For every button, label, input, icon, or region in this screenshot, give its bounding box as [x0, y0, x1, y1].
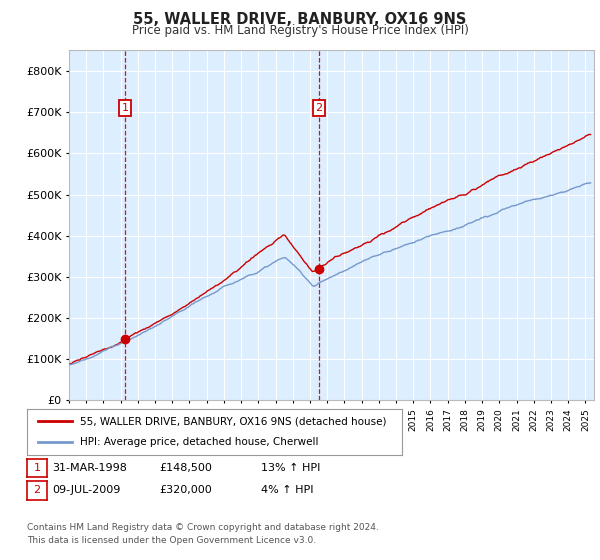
- Text: 4% ↑ HPI: 4% ↑ HPI: [261, 486, 314, 495]
- Text: 09-JUL-2009: 09-JUL-2009: [52, 486, 121, 495]
- Text: 2: 2: [316, 103, 322, 113]
- Text: 55, WALLER DRIVE, BANBURY, OX16 9NS: 55, WALLER DRIVE, BANBURY, OX16 9NS: [133, 12, 467, 27]
- Text: 1: 1: [34, 463, 40, 473]
- Text: HPI: Average price, detached house, Cherwell: HPI: Average price, detached house, Cher…: [79, 437, 318, 447]
- Text: £148,500: £148,500: [159, 463, 212, 473]
- Text: Price paid vs. HM Land Registry's House Price Index (HPI): Price paid vs. HM Land Registry's House …: [131, 24, 469, 37]
- Text: Contains HM Land Registry data © Crown copyright and database right 2024.
This d: Contains HM Land Registry data © Crown c…: [27, 523, 379, 544]
- Text: 13% ↑ HPI: 13% ↑ HPI: [261, 463, 320, 473]
- Text: 2: 2: [34, 486, 40, 495]
- Text: 1: 1: [121, 103, 128, 113]
- Text: 31-MAR-1998: 31-MAR-1998: [52, 463, 127, 473]
- Text: £320,000: £320,000: [159, 486, 212, 495]
- Text: 55, WALLER DRIVE, BANBURY, OX16 9NS (detached house): 55, WALLER DRIVE, BANBURY, OX16 9NS (det…: [79, 416, 386, 426]
